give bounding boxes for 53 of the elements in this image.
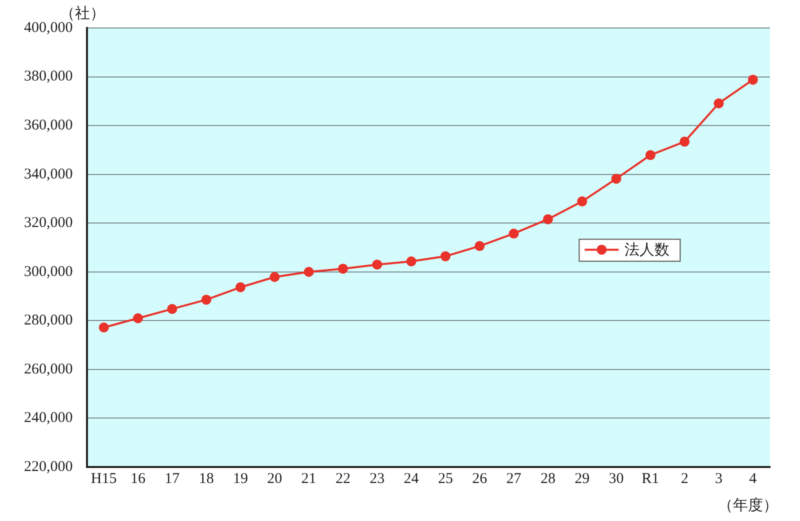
point	[270, 272, 280, 282]
x-tick-label: 27	[506, 470, 522, 487]
x-tick-label: 20	[267, 470, 282, 487]
point	[338, 264, 348, 274]
x-axis-title: （年度）	[718, 496, 778, 515]
x-tick-label: 3	[715, 470, 723, 487]
point	[372, 260, 382, 270]
x-tick-label: R1	[642, 470, 660, 487]
point	[611, 174, 622, 184]
x-tick-label: 22	[335, 470, 350, 487]
point	[577, 196, 588, 206]
x-tick-label: 19	[232, 470, 248, 487]
point	[748, 74, 758, 85]
y-tick-label: 360,000	[24, 117, 73, 134]
x-tick-label: 2	[680, 470, 688, 487]
x-tick-label: H15	[90, 470, 117, 487]
x-tick-label: 28	[540, 470, 556, 487]
y-tick-label: 300,000	[24, 264, 73, 280]
x-tick-label: 25	[438, 470, 453, 487]
point	[304, 266, 314, 277]
point	[167, 304, 178, 314]
y-tick-label: 260,000	[24, 361, 73, 378]
point	[714, 98, 724, 108]
point	[201, 294, 212, 305]
y-tick-label: 220,000	[24, 458, 73, 475]
point	[235, 282, 246, 292]
point	[132, 313, 143, 324]
x-tick-label: 24	[404, 470, 420, 487]
x-tick-label: 4	[749, 470, 758, 487]
y-axis-title: （社）	[60, 4, 105, 22]
x-tick-label: 23	[370, 470, 385, 487]
x-tick-label: 16	[130, 470, 146, 487]
point	[680, 136, 690, 147]
y-tick-label: 340,000	[24, 166, 73, 182]
y-tick-label: 240,000	[24, 410, 73, 426]
point	[508, 228, 519, 239]
point	[645, 150, 656, 160]
x-tick-label: 21	[301, 470, 316, 487]
x-tick-label: 26	[472, 470, 488, 487]
legend-label: 法人数	[624, 240, 670, 259]
y-tick-label: 380,000	[24, 68, 73, 85]
point	[440, 251, 450, 262]
y-tick-label: 320,000	[24, 215, 73, 232]
point	[98, 322, 109, 332]
x-tick-label: 30	[608, 470, 624, 487]
point	[542, 214, 553, 224]
y-tick-label: 280,000	[24, 312, 73, 329]
y-tick-label: 400,000	[24, 20, 73, 36]
x-tick-label: 18	[198, 470, 214, 487]
point	[406, 256, 416, 266]
x-tick-label: 17	[164, 470, 180, 487]
point	[474, 241, 485, 252]
x-tick-label: 29	[574, 470, 590, 487]
